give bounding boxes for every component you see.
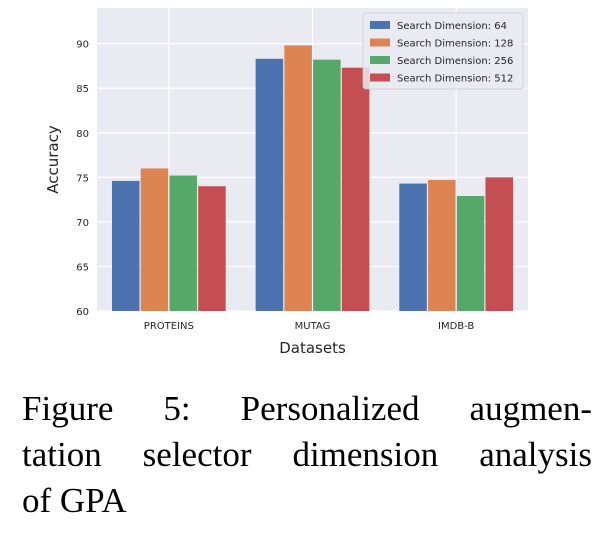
y-tick-label: 70 bbox=[76, 218, 89, 229]
y-tick-label: 75 bbox=[76, 173, 89, 184]
bar bbox=[341, 67, 370, 311]
caption-line: of GPA bbox=[22, 481, 127, 520]
legend-label: Search Dimension: 512 bbox=[397, 74, 513, 85]
bar bbox=[284, 45, 312, 311]
legend-label: Search Dimension: 256 bbox=[397, 56, 513, 67]
caption-line: tation selector dimension analysis bbox=[22, 435, 592, 474]
bar-chart: 60 65 70 75 80 85 90 PROTEINS MUTAG IMDB-B Datas… bbox=[44, 8, 528, 357]
y-tick-label: 60 bbox=[76, 307, 89, 318]
y-tick-label: 85 bbox=[76, 84, 89, 95]
y-tick-label: 65 bbox=[76, 262, 89, 273]
x-axis-label: Datasets bbox=[279, 339, 346, 357]
legend-label: Search Dimension: 128 bbox=[397, 39, 513, 50]
caption-line: Figure 5: Personalized augmen- bbox=[22, 389, 592, 428]
figure-caption: Figure 5: Personalized augmen- tation se… bbox=[22, 386, 592, 524]
bar bbox=[169, 175, 197, 311]
x-tick-labels: PROTEINS MUTAG IMDB-B bbox=[144, 321, 475, 332]
bar bbox=[428, 179, 456, 311]
x-tick-label: MUTAG bbox=[295, 321, 331, 332]
legend-label: Search Dimension: 64 bbox=[397, 21, 507, 32]
bar bbox=[485, 177, 514, 311]
y-tick-label: 90 bbox=[76, 40, 89, 51]
bar bbox=[255, 58, 284, 311]
legend-swatch bbox=[370, 73, 390, 82]
y-tick-label: 80 bbox=[76, 129, 89, 140]
bar bbox=[456, 196, 485, 311]
legend-swatch bbox=[370, 21, 390, 29]
bars bbox=[111, 45, 514, 312]
bar bbox=[313, 59, 341, 312]
x-tick-label: PROTEINS bbox=[144, 321, 194, 332]
legend-swatch bbox=[370, 38, 390, 47]
y-axis-label: Accuracy bbox=[44, 125, 62, 194]
bar bbox=[111, 180, 140, 311]
y-tick-labels: 60 65 70 75 80 85 90 bbox=[76, 40, 89, 318]
x-tick-label: IMDB-B bbox=[438, 321, 474, 332]
legend-box bbox=[362, 12, 524, 90]
bar bbox=[198, 186, 226, 311]
legend: Search Dimension: 64 Search Dimension: 12… bbox=[362, 12, 524, 90]
legend-swatch bbox=[370, 56, 390, 64]
bar bbox=[140, 168, 169, 311]
bar bbox=[399, 183, 427, 311]
